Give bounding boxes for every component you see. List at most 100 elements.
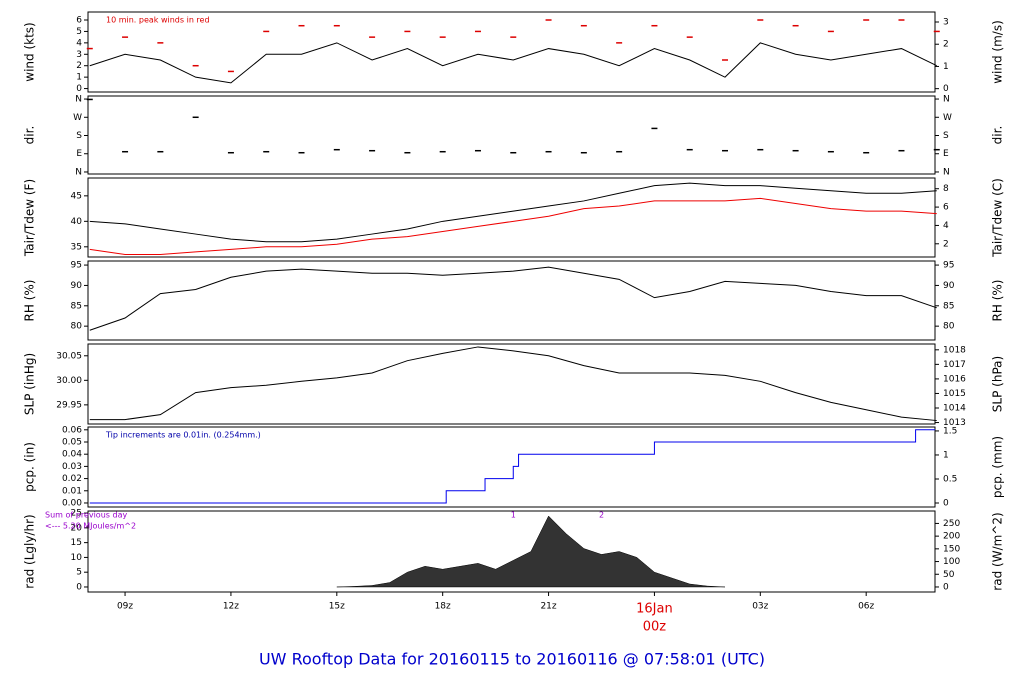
- y2-tick-label: 1: [943, 62, 949, 72]
- y-tick-label: 1: [76, 73, 82, 83]
- y-axis-label: pcp. (in): [23, 442, 37, 492]
- annotation: Tip increments are 0.01in. (0.254mm.): [105, 431, 261, 440]
- x-tick-label: 06z: [858, 602, 874, 612]
- y2-tick-label: 150: [943, 544, 960, 554]
- y2-axis-label: RH (%): [991, 280, 1005, 322]
- chart-title: UW Rooftop Data for 20160115 to 20160116…: [259, 650, 765, 669]
- y-tick-label: 85: [71, 301, 82, 311]
- y-tick-label: W: [73, 113, 82, 123]
- y-tick-label: 95: [71, 261, 82, 271]
- y-tick-label: 0.02: [62, 474, 82, 484]
- y2-tick-label: 1015: [943, 389, 966, 399]
- y2-tick-label: 250: [943, 519, 960, 529]
- y2-tick-label: 90: [943, 281, 955, 291]
- y-tick-label: S: [76, 131, 82, 141]
- y-axis-label: Tair/Tdew (F): [23, 179, 37, 257]
- y2-tick-label: 6: [943, 203, 949, 213]
- series-line: [89, 266, 937, 331]
- y2-tick-label: E: [943, 149, 949, 159]
- y-tick-label: 80: [71, 322, 83, 332]
- panel-frame: [87, 510, 936, 593]
- y-tick-label: 45: [71, 191, 82, 201]
- y2-tick-label: 80: [943, 322, 955, 332]
- y-tick-label: 90: [71, 281, 83, 291]
- y-tick-label: 30.05: [56, 351, 82, 361]
- y2-tick-label: N: [943, 167, 950, 177]
- y2-tick-label: 1018: [943, 345, 966, 355]
- y-tick-label: 3: [76, 50, 82, 60]
- y2-tick-label: S: [943, 131, 949, 141]
- y2-tick-label: N: [943, 95, 950, 105]
- x-tick-label: 21z: [540, 602, 556, 612]
- annotation: 10 min. peak winds in red: [106, 16, 210, 25]
- y2-tick-label: 3: [943, 18, 949, 28]
- panel-frame: [87, 11, 936, 93]
- y-tick-label: 0.01: [62, 486, 82, 496]
- y-tick-label: 30.00: [56, 376, 82, 386]
- y-axis-label: rad (Lgly/hr): [23, 514, 37, 588]
- y-tick-label: 6: [76, 16, 82, 26]
- y2-tick-label: 200: [943, 532, 960, 542]
- x-tick-label: 12z: [223, 602, 239, 612]
- y2-tick-label: 1014: [943, 404, 966, 414]
- y2-tick-label: 1016: [943, 374, 966, 384]
- panel-frame: [87, 260, 936, 341]
- y-tick-label: 15: [71, 538, 82, 548]
- y2-tick-label: 100: [943, 557, 960, 567]
- radiation-area: [336, 515, 726, 588]
- y2-tick-label: 0: [943, 84, 949, 94]
- y2-tick-label: 4: [943, 221, 949, 231]
- y2-tick-label: 50: [943, 570, 955, 580]
- y-axis-label: wind (kts): [23, 22, 37, 81]
- y2-axis-label: wind (m/s): [991, 20, 1005, 84]
- y2-tick-label: 95: [943, 261, 954, 271]
- y2-tick-label: 8: [943, 184, 949, 194]
- y2-tick-label: 1013: [943, 418, 966, 428]
- y2-axis-label: SLP (hPa): [991, 356, 1005, 412]
- y-tick-label: 25: [71, 509, 82, 519]
- y-tick-label: 0.06: [62, 425, 82, 435]
- panel-frame: [87, 426, 936, 508]
- series-line: [89, 182, 937, 243]
- y-tick-label: E: [76, 149, 82, 159]
- y2-tick-label: 1017: [943, 360, 966, 370]
- y2-axis-label: dir.: [991, 126, 1005, 145]
- date-label: 16Jan: [636, 602, 673, 617]
- date-sublabel: 00z: [643, 620, 667, 635]
- y-tick-label: 4: [76, 38, 82, 48]
- y2-tick-label: 1: [943, 450, 949, 460]
- y2-axis-label: Tair/Tdew (C): [991, 178, 1005, 258]
- y-tick-label: N: [75, 95, 82, 105]
- y2-tick-label: 1.5: [943, 426, 957, 436]
- y-tick-label: 2: [76, 61, 82, 71]
- y-tick-label: 35: [71, 242, 82, 252]
- y-tick-label: 0: [76, 84, 82, 94]
- y-tick-label: 0.00: [62, 498, 82, 508]
- y2-axis-label: pcp. (mm): [991, 436, 1005, 498]
- y-axis-label: SLP (inHg): [23, 353, 37, 415]
- x-tick-label: 15z: [329, 602, 345, 612]
- series-line: [89, 197, 937, 255]
- panel-frame: [87, 177, 936, 258]
- y-tick-label: N: [75, 167, 82, 177]
- y-tick-label: 20: [71, 523, 83, 533]
- y2-tick-label: W: [943, 113, 952, 123]
- day-marker: 2: [599, 511, 604, 520]
- y2-tick-label: 0.5: [943, 474, 957, 484]
- panel-frame: [87, 95, 936, 175]
- y-tick-label: 0.05: [62, 438, 82, 448]
- y-tick-label: 40: [71, 217, 83, 227]
- y-tick-label: 5: [76, 27, 82, 37]
- series-line: [89, 346, 937, 422]
- x-tick-label: 18z: [435, 602, 451, 612]
- y2-tick-label: 0: [943, 582, 949, 592]
- precip-step: [89, 429, 935, 504]
- y-axis-label: dir.: [23, 126, 37, 145]
- y-tick-label: 0.03: [62, 462, 82, 472]
- y2-tick-label: 85: [943, 301, 954, 311]
- annotation: Sum of previous day: [45, 511, 127, 520]
- day-marker: 1: [511, 511, 516, 520]
- x-tick-label: 03z: [752, 602, 768, 612]
